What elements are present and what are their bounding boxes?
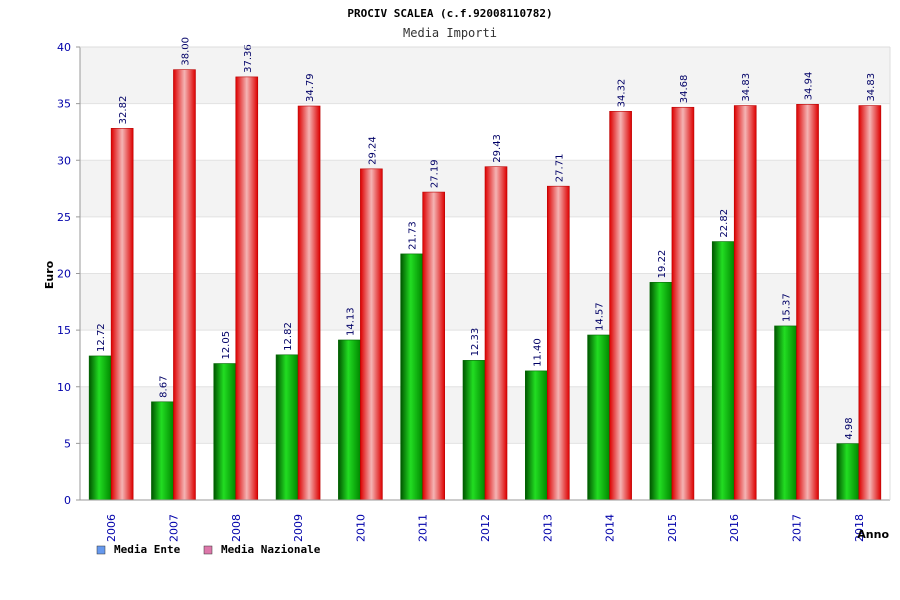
x-tick-label: 2006 (105, 514, 118, 542)
bar-value-label: 32.82 (118, 96, 129, 125)
bar-value-label: 34.32 (617, 79, 628, 108)
x-tick-label: 2012 (479, 514, 492, 542)
bar-media-ente (587, 334, 610, 501)
bar-value-label: 12.05 (221, 331, 232, 360)
x-tick-label: 2015 (666, 514, 679, 542)
bar-media-ente (462, 360, 486, 501)
bar-value-label: 29.43 (492, 134, 503, 163)
bar-value-label: 34.79 (305, 73, 316, 102)
bar-value-label: 29.24 (367, 136, 378, 165)
bar-value-label: 38.00 (180, 37, 191, 66)
bar-media-ente (151, 401, 174, 501)
bar-media-nazionale (796, 104, 819, 501)
bar-value-label: 37.36 (243, 44, 254, 73)
bar-value-label: 34.83 (866, 73, 877, 102)
bar-media-ente (836, 443, 860, 501)
y-tick-label: 40 (57, 41, 71, 54)
x-tick-label: 2017 (791, 514, 804, 542)
legend-label: Media Nazionale (221, 543, 321, 556)
x-tick-label: 2016 (728, 514, 741, 542)
bar-media-ente (338, 339, 361, 501)
bar-value-label: 12.33 (470, 328, 481, 357)
y-tick-label: 20 (57, 268, 71, 281)
bar-value-label: 14.13 (345, 307, 356, 336)
y-tick-label: 30 (57, 154, 71, 167)
chart-subtitle: Media Importi (403, 26, 497, 40)
y-tick-label: 0 (64, 494, 71, 507)
x-tick-label: 2011 (417, 514, 430, 542)
legend-label: Media Ente (114, 543, 181, 556)
y-tick-label: 10 (57, 381, 71, 394)
legend: Media Ente Media Nazionale (96, 543, 321, 556)
bar-media-nazionale (858, 105, 882, 501)
bar-media-nazionale (173, 69, 196, 501)
bar-media-nazionale (609, 111, 632, 501)
y-tick-label: 15 (57, 324, 71, 337)
bar-value-label: 34.68 (679, 75, 690, 104)
bar-media-ente (213, 363, 237, 501)
x-tick-label: 2007 (167, 514, 180, 542)
bar-value-label: 8.67 (158, 376, 169, 398)
bar-media-nazionale (297, 105, 321, 501)
x-tick-label: 2008 (230, 514, 243, 542)
bar-value-label: 12.82 (283, 322, 294, 351)
bar-media-ente (275, 354, 299, 501)
bar-media-ente (88, 355, 112, 501)
bar-value-label: 22.82 (719, 209, 730, 238)
bar-value-label: 27.19 (430, 159, 441, 188)
bar-media-nazionale (360, 168, 383, 501)
bar-value-label: 12.72 (96, 323, 107, 352)
legend-swatch (203, 545, 213, 555)
y-tick-label: 25 (57, 211, 71, 224)
x-tick-label: 2018 (853, 514, 866, 542)
bar-value-label: 4.98 (844, 417, 855, 439)
bar-value-label: 19.22 (657, 250, 668, 279)
bar-media-nazionale (422, 191, 445, 501)
x-tick-label: 2010 (354, 514, 367, 542)
bars-group: 12.72 32.82 8.67 38.00 12.05 37.36 12.82 34.79 1… (88, 37, 882, 501)
bar-media-nazionale (235, 76, 259, 501)
grid-band (80, 47, 890, 104)
x-tick-label: 2013 (541, 514, 554, 542)
bar-value-label: 34.94 (804, 72, 815, 101)
bar-value-label: 15.37 (782, 293, 793, 322)
bar-media-ente (525, 370, 548, 501)
bar-value-label: 34.83 (741, 73, 752, 102)
bar-media-nazionale (110, 128, 134, 501)
x-axis-title: Anno (857, 528, 889, 541)
bar-media-nazionale (484, 166, 508, 501)
legend-swatch (96, 545, 106, 555)
y-tick-label: 5 (64, 437, 71, 450)
bar-media-ente (711, 241, 735, 501)
chart-title: PROCIV SCALEA (c.f.92008110782) (347, 7, 552, 20)
bar-media-nazionale (671, 106, 695, 501)
axes: 0 5 10 15 20 25 30 35 40 2006 2007 2008 2009 2010 2011… (57, 41, 891, 542)
bar-media-ente (774, 325, 797, 501)
x-tick-label: 2014 (604, 514, 617, 542)
bar-media-nazionale (547, 185, 570, 501)
bar-media-ente (400, 253, 423, 501)
x-tick-label: 2009 (292, 514, 305, 542)
bar-value-label: 27.71 (554, 154, 565, 183)
bar-value-label: 14.57 (595, 302, 606, 331)
bar-media-ente (649, 282, 673, 501)
y-tick-label: 35 (57, 98, 71, 111)
bar-value-label: 11.40 (532, 338, 543, 367)
bar-media-nazionale (733, 105, 757, 501)
bar-value-label: 21.73 (408, 221, 419, 250)
y-axis-title: Euro (43, 260, 56, 289)
